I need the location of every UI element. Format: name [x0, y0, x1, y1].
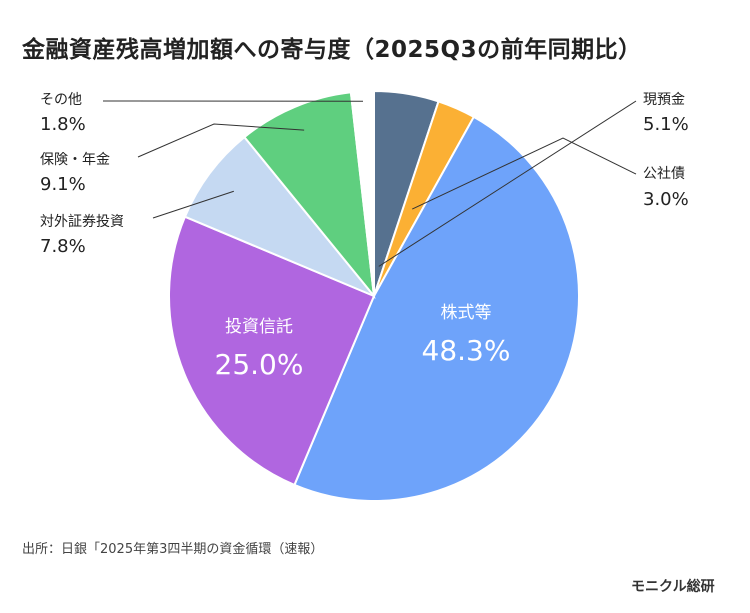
pie-slice-5: [243, 91, 376, 300]
label-kabushiki-value: 48.3%: [422, 334, 511, 367]
label-taigai-name: 対外証券投資: [40, 214, 124, 230]
leader-line-2: [152, 190, 234, 219]
label-taigai-value: 7.8%: [40, 236, 86, 257]
pie-slices: [168, 89, 580, 502]
label-genyokin-name: 現預金: [643, 92, 685, 108]
pie-slice-4: [183, 135, 375, 297]
label-toshin-value: 25.0%: [215, 348, 304, 381]
label-toshin-name: 投資信託: [225, 317, 293, 337]
label-sonota-value: 1.8%: [40, 114, 86, 135]
brand-logo: モニクル総研: [631, 579, 715, 595]
label-koshasai-name: 公社債: [643, 166, 685, 182]
label-kabushiki-name: 株式等: [441, 303, 492, 323]
label-genyokin-value: 5.1%: [643, 114, 689, 135]
label-sonota-name: その他: [40, 92, 82, 108]
leader-line-1: [137, 123, 305, 158]
source-note: 出所：日銀「2025年第3四半期の資金循環（速報）: [22, 542, 324, 557]
chart-title: 金融資産残高増加額への寄与度（2025Q3の前年同期比）: [22, 37, 642, 63]
label-koshasai-value: 3.0%: [643, 189, 689, 210]
leader-line-3: [378, 100, 637, 267]
pie-slice-3: [168, 215, 376, 487]
leader-line-4: [412, 137, 637, 210]
label-hoken-name: 保険・年金: [40, 152, 110, 168]
label-hoken-value: 9.1%: [40, 174, 86, 195]
pie-slice-6: [349, 89, 375, 297]
pie-slice-2: [293, 115, 580, 502]
leader-lines: [102, 100, 637, 267]
